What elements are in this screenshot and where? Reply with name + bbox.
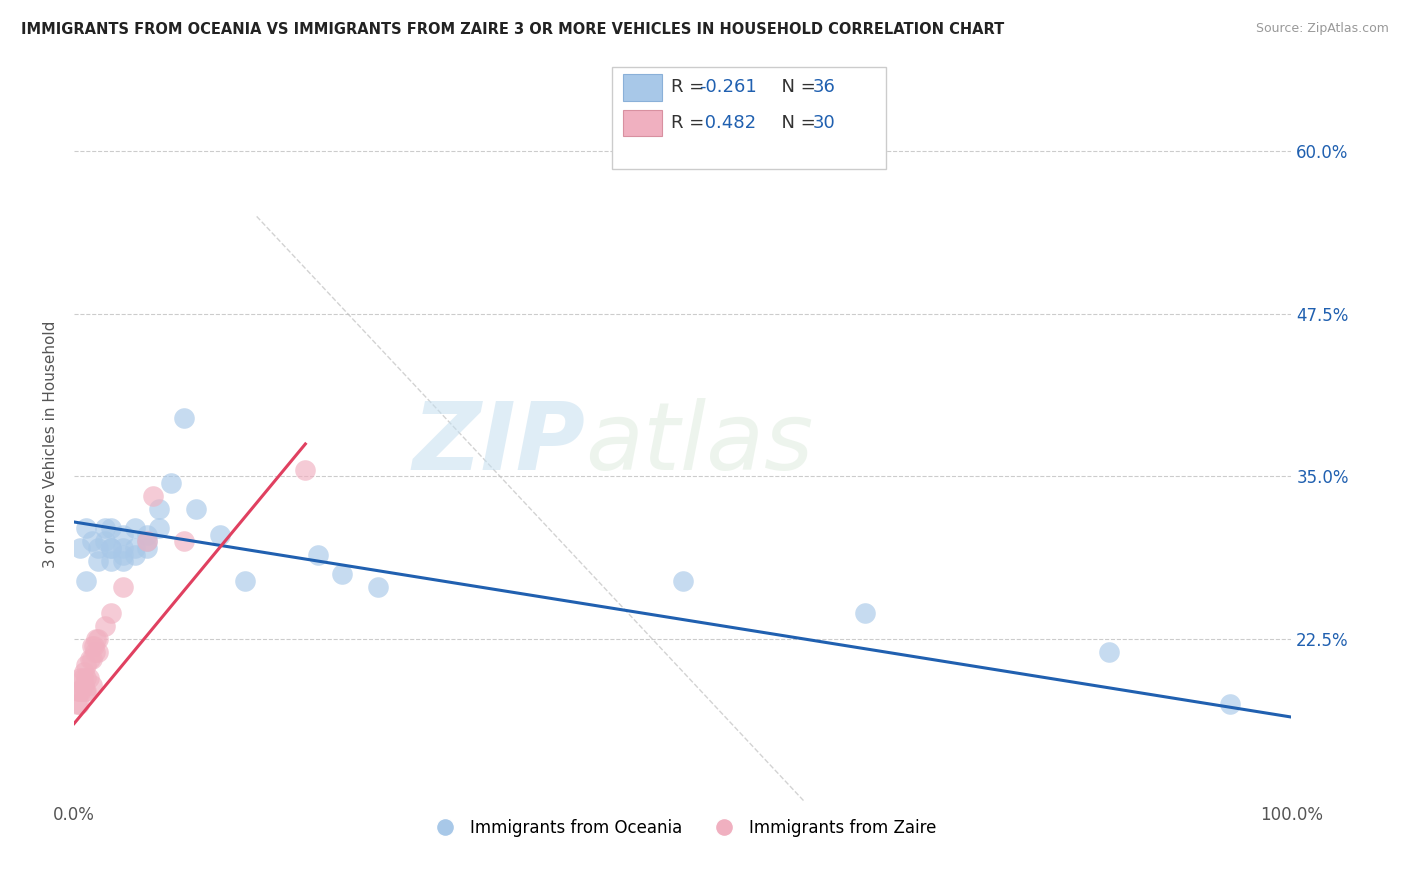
Point [66, 684, 89, 698]
Point [1098, 645, 1121, 659]
Point [672, 574, 695, 588]
Text: ZIP: ZIP [412, 398, 585, 490]
Point [75, 671, 97, 685]
Point [136, 534, 159, 549]
Point [100, 541, 122, 555]
Point [69, 541, 91, 555]
Text: 30: 30 [813, 114, 835, 132]
Point [100, 521, 122, 535]
Point [70, 684, 93, 698]
Point [69, 671, 91, 685]
Point [72, 671, 94, 685]
Point [73, 665, 96, 679]
Text: atlas: atlas [585, 399, 814, 490]
Point [100, 606, 122, 620]
Text: N =: N = [770, 78, 823, 96]
Y-axis label: 3 or more Vehicles in Household: 3 or more Vehicles in Household [44, 320, 58, 567]
Point [77, 671, 100, 685]
Point [124, 541, 146, 555]
Point [173, 534, 195, 549]
Point [853, 606, 876, 620]
Point [83, 639, 105, 653]
Point [75, 658, 97, 673]
Text: IMMIGRANTS FROM OCEANIA VS IMMIGRANTS FROM ZAIRE 3 OR MORE VEHICLES IN HOUSEHOLD: IMMIGRANTS FROM OCEANIA VS IMMIGRANTS FR… [21, 22, 1004, 37]
Point [148, 521, 170, 535]
Point [100, 554, 122, 568]
Point [100, 541, 122, 555]
Point [79, 651, 101, 665]
Point [87, 632, 110, 646]
Point [82, 639, 104, 653]
Point [124, 548, 146, 562]
Point [184, 502, 207, 516]
Point [73, 684, 96, 698]
Point [136, 541, 159, 555]
Point [93, 619, 115, 633]
Point [111, 580, 134, 594]
Point [233, 574, 256, 588]
Point [82, 651, 104, 665]
Point [82, 534, 104, 549]
Point [142, 489, 165, 503]
Text: Source: ZipAtlas.com: Source: ZipAtlas.com [1256, 22, 1389, 36]
Point [209, 528, 232, 542]
Point [93, 534, 115, 549]
Point [111, 541, 134, 555]
Point [75, 521, 97, 535]
Point [136, 528, 159, 542]
Point [65, 697, 87, 711]
Point [67, 697, 90, 711]
Point [307, 548, 329, 562]
Text: N =: N = [770, 114, 823, 132]
Text: 36: 36 [813, 78, 835, 96]
Point [69, 684, 91, 698]
Legend: Immigrants from Oceania, Immigrants from Zaire: Immigrants from Oceania, Immigrants from… [422, 812, 943, 843]
Point [87, 554, 110, 568]
Point [136, 534, 159, 549]
Point [330, 567, 353, 582]
Point [83, 645, 105, 659]
Point [73, 677, 96, 691]
Point [82, 677, 104, 691]
Point [124, 521, 146, 535]
Point [93, 521, 115, 535]
Point [160, 475, 183, 490]
Point [111, 554, 134, 568]
Text: R =: R = [671, 114, 710, 132]
Point [1219, 697, 1241, 711]
Point [367, 580, 389, 594]
Text: 0.482: 0.482 [699, 114, 756, 132]
Point [75, 574, 97, 588]
Point [87, 541, 110, 555]
Point [111, 548, 134, 562]
Text: R =: R = [671, 78, 710, 96]
Point [173, 411, 195, 425]
Point [294, 463, 316, 477]
Point [111, 528, 134, 542]
Text: -0.261: -0.261 [699, 78, 756, 96]
Point [84, 632, 107, 646]
Point [75, 684, 97, 698]
Point [148, 502, 170, 516]
Point [87, 645, 110, 659]
